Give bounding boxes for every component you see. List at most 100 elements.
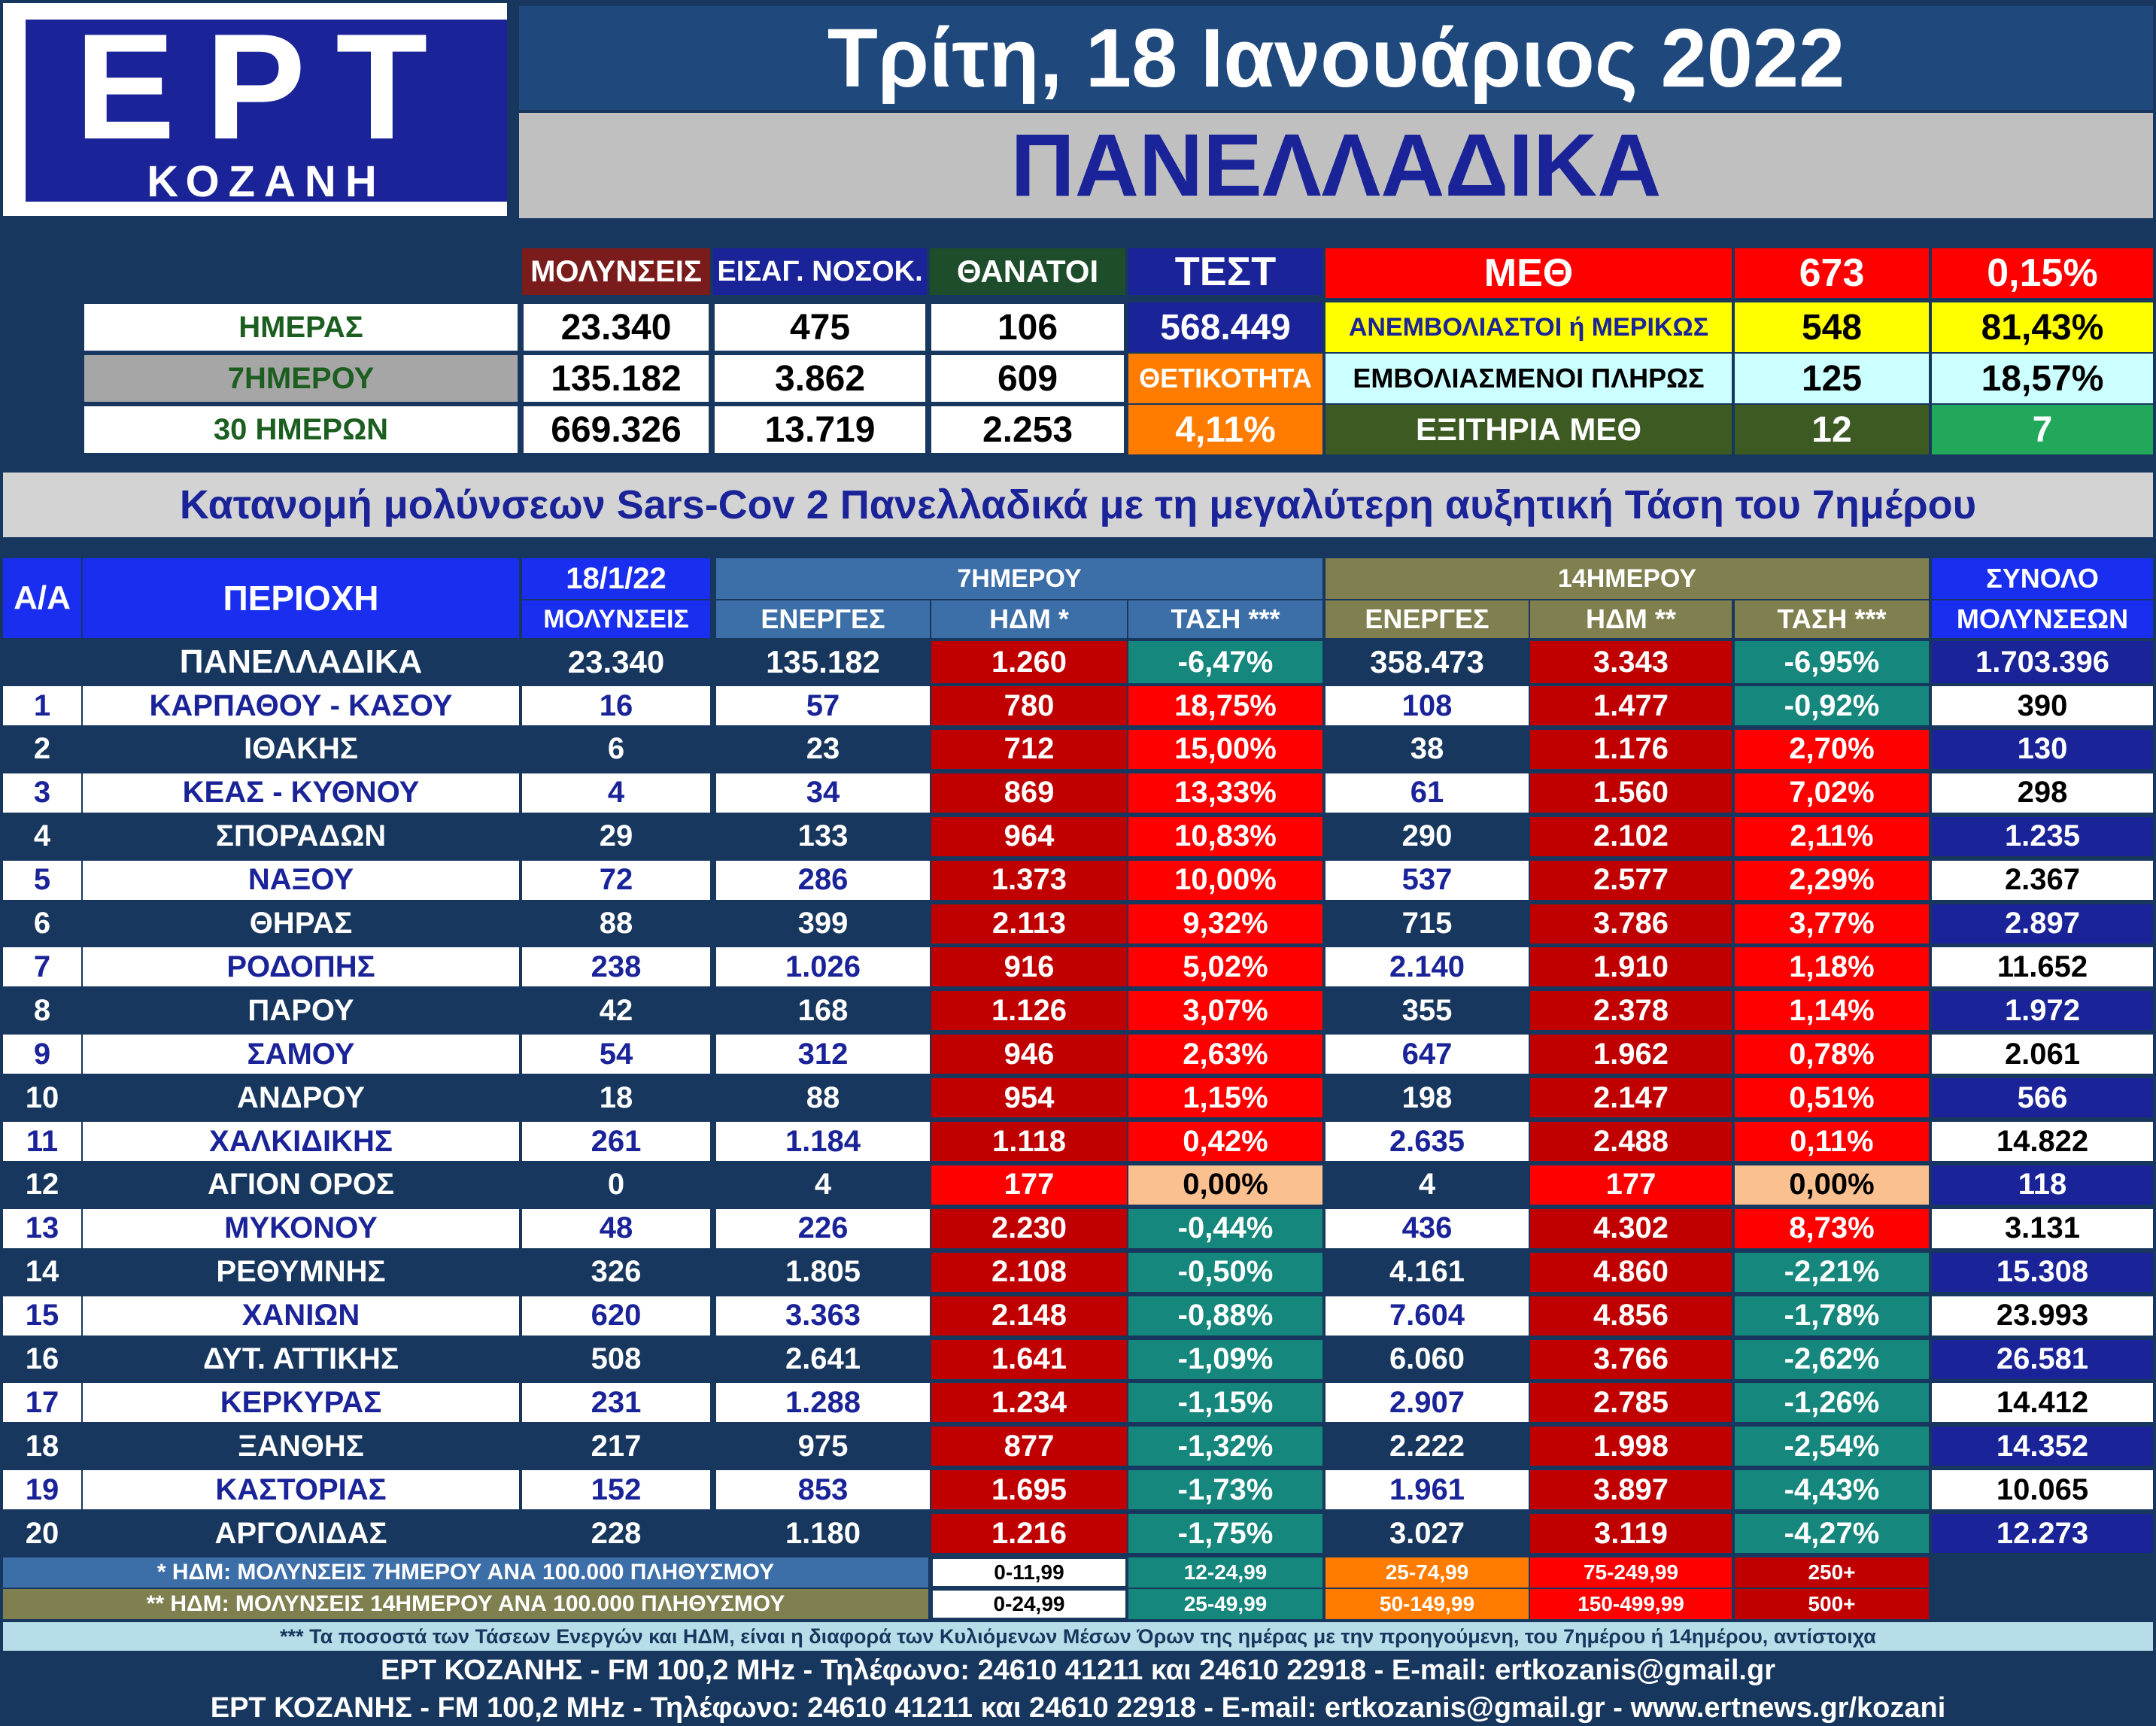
legend-7-band-4: 75-249,99 [1530,1557,1732,1588]
row-9-total: 2.061 [1932,1035,2153,1074]
row-20-name: ΑΡΓΟΛΙΔΑΣ [83,1514,519,1554]
row-16-n: 16 [3,1339,81,1379]
header-hdm-14: ΗΔΜ ** [1530,600,1732,638]
row-1-name: ΚΑΡΠΑΘΟΥ - ΚΑΣΟΥ [83,686,519,725]
row-20-a7: 1.180 [716,1514,930,1554]
row-2-total: 130 [1932,729,2153,769]
row-2-t7: 15,00% [1128,729,1322,769]
row-5-h7: 1.373 [931,860,1127,900]
row-9-inf: 54 [522,1035,710,1074]
logo-main: ΕΡΤ [74,3,458,171]
row-10-t7: 1,15% [1128,1078,1322,1118]
national-inf: 23.340 [567,644,665,679]
row-9-t14: 0,78% [1735,1035,1929,1074]
row-19-a14: 1.961 [1325,1470,1529,1510]
row-16-t14: -2,62% [1735,1339,1929,1379]
row-1-h14: 1.477 [1530,686,1732,725]
row-6-h7: 2.113 [931,904,1127,944]
row-6-inf: 88 [522,904,710,944]
row-14-total: 15.308 [1932,1252,2153,1292]
row-5-t7: 10,00% [1128,860,1322,900]
row-10-a14: 198 [1325,1078,1529,1118]
row-11-n: 11 [3,1122,81,1161]
row-2-h7: 712 [931,729,1127,769]
row-13-a7: 226 [716,1208,930,1248]
row-3-inf: 4 [522,773,710,813]
row-1-t14: -0,92% [1735,686,1929,725]
legend-7-band-1: 0-11,99 [931,1557,1127,1588]
national-hdm-7: 1.260 [931,641,1127,683]
summary-30day-infections: 669.326 [522,405,710,454]
summary-header-deaths: ΘΑΝΑΤΟΙ [930,248,1125,295]
row-15-h14: 4.856 [1530,1296,1732,1336]
row-19-h7: 1.695 [931,1470,1127,1510]
summary-7day-deaths: 609 [930,354,1125,403]
row-12-a14: 4 [1325,1165,1529,1205]
row-11-t14: 0,11% [1735,1122,1929,1161]
row-19-h14: 3.897 [1530,1470,1732,1510]
row-14-h7: 2.108 [931,1252,1127,1292]
national-trend-7: -6,47% [1128,641,1322,683]
header-aa: Α/Α [3,558,81,638]
row-5-a14: 537 [1325,860,1529,900]
national-active-7: 135.182 [766,644,880,679]
summary-positivity-label: ΘΕΤΙΚΟΤΗΤΑ [1128,354,1322,403]
row-19-inf: 152 [522,1470,710,1510]
row-2-inf: 6 [522,729,710,769]
row-8-a14: 355 [1325,991,1529,1031]
row-18-t14: -2,54% [1735,1427,1929,1466]
row-1-h7: 780 [931,686,1127,725]
footer-note: *** Τα ποσοστά των Τάσεων Ενεργών και ΗΔ… [3,1622,2153,1651]
header-active-7: ΕΝΕΡΓΕΣ [716,600,930,638]
row-10-name: ΑΝΔΡΟΥ [83,1078,519,1118]
row-7-h14: 1.910 [1530,947,1732,987]
row-13-name: ΜΥΚΟΝΟΥ [83,1208,519,1248]
legend-14-band-2: 25-49,99 [1128,1589,1322,1619]
row-15-total: 23.993 [1932,1296,2153,1336]
row-1-total: 390 [1932,686,2153,725]
summary-day-infections: 23.340 [522,302,710,352]
row-7-total: 11.652 [1932,947,2153,987]
row-10-t14: 0,51% [1735,1078,1929,1118]
row-17-t7: -1,15% [1128,1383,1322,1423]
row-15-a14: 7.604 [1325,1296,1529,1336]
row-18-a7: 975 [716,1427,930,1466]
row-17-n: 17 [3,1383,81,1423]
row-17-h14: 2.785 [1530,1383,1732,1423]
row-16-h14: 3.766 [1530,1339,1732,1379]
row-11-name: ΧΑΛΚΙΔΙΚΗΣ [83,1122,519,1161]
header-trend-7: ΤΑΣΗ *** [1128,600,1322,638]
header-trend-14: ΤΑΣΗ *** [1735,600,1929,638]
row-16-inf: 508 [522,1339,710,1379]
row-3-total: 298 [1932,773,2153,813]
row-12-a7: 4 [716,1165,930,1205]
summary-header-hospital: ΕΙΣΑΓ. ΝΟΣΟΚ. [713,248,927,295]
row-9-n: 9 [3,1035,81,1074]
icu-unvaccinated-pct: 81,43% [1932,302,2153,352]
date-heading: Τρίτη, 18 Ιανουάριος 2022 [519,6,2153,110]
summary-7day-hospital: 3.862 [713,354,927,403]
row-6-t7: 9,32% [1128,904,1322,944]
row-12-h7: 177 [931,1165,1127,1205]
national-total: 1.703.396 [1932,641,2153,683]
row-7-inf: 238 [522,947,710,987]
row-15-h7: 2.148 [931,1296,1127,1336]
legend-14-band-4: 150-499,99 [1530,1589,1732,1619]
icu-vaccinated-pct: 18,57% [1932,354,2153,403]
row-10-h14: 2.147 [1530,1078,1732,1118]
row-16-total: 26.581 [1932,1339,2153,1379]
row-10-n: 10 [3,1078,81,1118]
row-14-a7: 1.805 [716,1252,930,1292]
row-14-n: 14 [3,1252,81,1292]
row-20-n: 20 [3,1514,81,1554]
row-11-h7: 1.118 [931,1122,1127,1161]
row-7-name: ΡΟΔΟΠΗΣ [83,947,519,987]
row-19-a7: 853 [716,1470,930,1510]
row-19-n: 19 [3,1470,81,1510]
row-3-t7: 13,33% [1128,773,1322,813]
row-17-a14: 2.907 [1325,1383,1529,1423]
row-2-h14: 1.176 [1530,729,1732,769]
row-6-t14: 3,77% [1735,904,1929,944]
row-4-t7: 10,83% [1128,816,1322,856]
row-5-inf: 72 [522,860,710,900]
